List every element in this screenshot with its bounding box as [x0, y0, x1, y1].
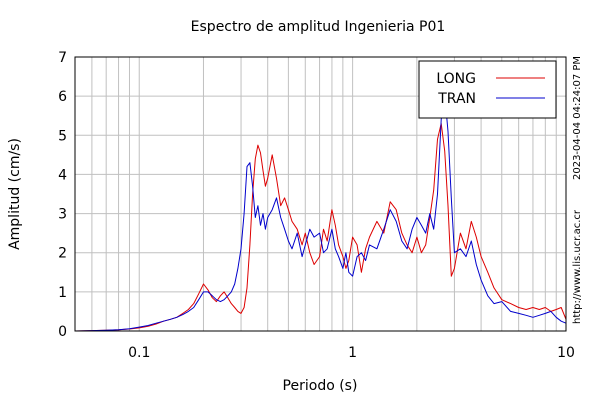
timestamp-label: 2023-04-04 04:24:07 PM — [572, 56, 583, 180]
series-line-long — [74, 123, 567, 332]
legend-label-long: LONG — [436, 71, 476, 87]
x-axis-label: Periodo (s) — [283, 378, 358, 394]
y-tick-label-4: 4 — [58, 167, 67, 183]
y-axis-label: Amplitud (cm/s) — [7, 138, 23, 250]
source-url-label: http://www.lis.ucr.ac.cr — [572, 209, 583, 324]
y-tick-label-5: 5 — [58, 128, 67, 144]
legend: LONG TRAN — [418, 60, 557, 119]
y-tick-label-2: 2 — [58, 246, 67, 262]
chart-title: Espectro de amplitud Ingenieria P01 — [191, 19, 446, 35]
x-tick-label-1: 1 — [348, 345, 357, 361]
y-tick-label-7: 7 — [58, 50, 67, 66]
series-group — [74, 93, 567, 332]
y-tick-label-6: 6 — [58, 89, 67, 105]
series-line-tran — [74, 93, 567, 332]
plot-frame — [74, 56, 567, 332]
tick-labels: 0 1 2 3 4 5 6 7 0.1 1 10 — [58, 50, 575, 361]
y-tick-label-1: 1 — [58, 285, 67, 301]
legend-box — [418, 60, 557, 119]
legend-label-tran: TRAN — [437, 91, 476, 107]
y-tick-label-3: 3 — [58, 207, 67, 223]
y-tick-label-0: 0 — [58, 324, 67, 340]
x-tick-label-0: 0.1 — [128, 345, 150, 361]
x-tick-label-2: 10 — [557, 345, 575, 361]
